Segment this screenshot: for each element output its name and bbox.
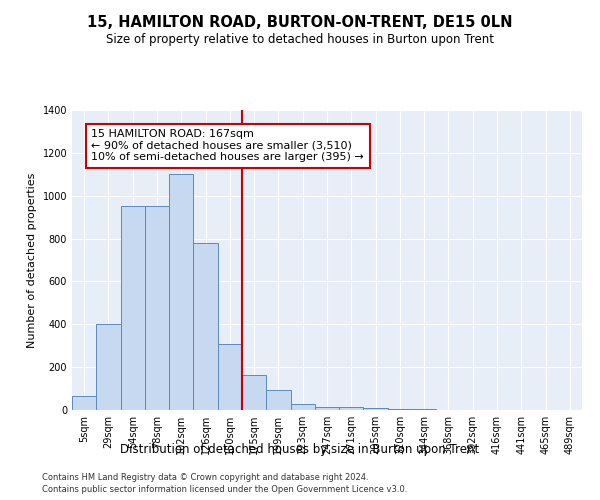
Bar — [96, 324, 121, 410]
Bar — [315, 407, 339, 410]
Text: Size of property relative to detached houses in Burton upon Trent: Size of property relative to detached ho… — [106, 32, 494, 46]
Bar — [339, 407, 364, 410]
Bar — [266, 390, 290, 410]
Text: 15, HAMILTON ROAD, BURTON-ON-TRENT, DE15 0LN: 15, HAMILTON ROAD, BURTON-ON-TRENT, DE15… — [87, 15, 513, 30]
Bar — [121, 206, 145, 410]
Text: 15 HAMILTON ROAD: 167sqm
← 90% of detached houses are smaller (3,510)
10% of sem: 15 HAMILTON ROAD: 167sqm ← 90% of detach… — [91, 130, 364, 162]
Bar — [145, 206, 169, 410]
Bar — [242, 374, 266, 410]
Bar — [72, 396, 96, 410]
Bar — [169, 174, 193, 410]
Bar — [364, 408, 388, 410]
Bar — [388, 409, 412, 410]
Bar — [193, 243, 218, 410]
Text: Distribution of detached houses by size in Burton upon Trent: Distribution of detached houses by size … — [121, 442, 479, 456]
Text: Contains HM Land Registry data © Crown copyright and database right 2024.: Contains HM Land Registry data © Crown c… — [42, 472, 368, 482]
Bar — [218, 344, 242, 410]
Text: Contains public sector information licensed under the Open Government Licence v3: Contains public sector information licen… — [42, 485, 407, 494]
Y-axis label: Number of detached properties: Number of detached properties — [27, 172, 37, 348]
Bar — [290, 404, 315, 410]
